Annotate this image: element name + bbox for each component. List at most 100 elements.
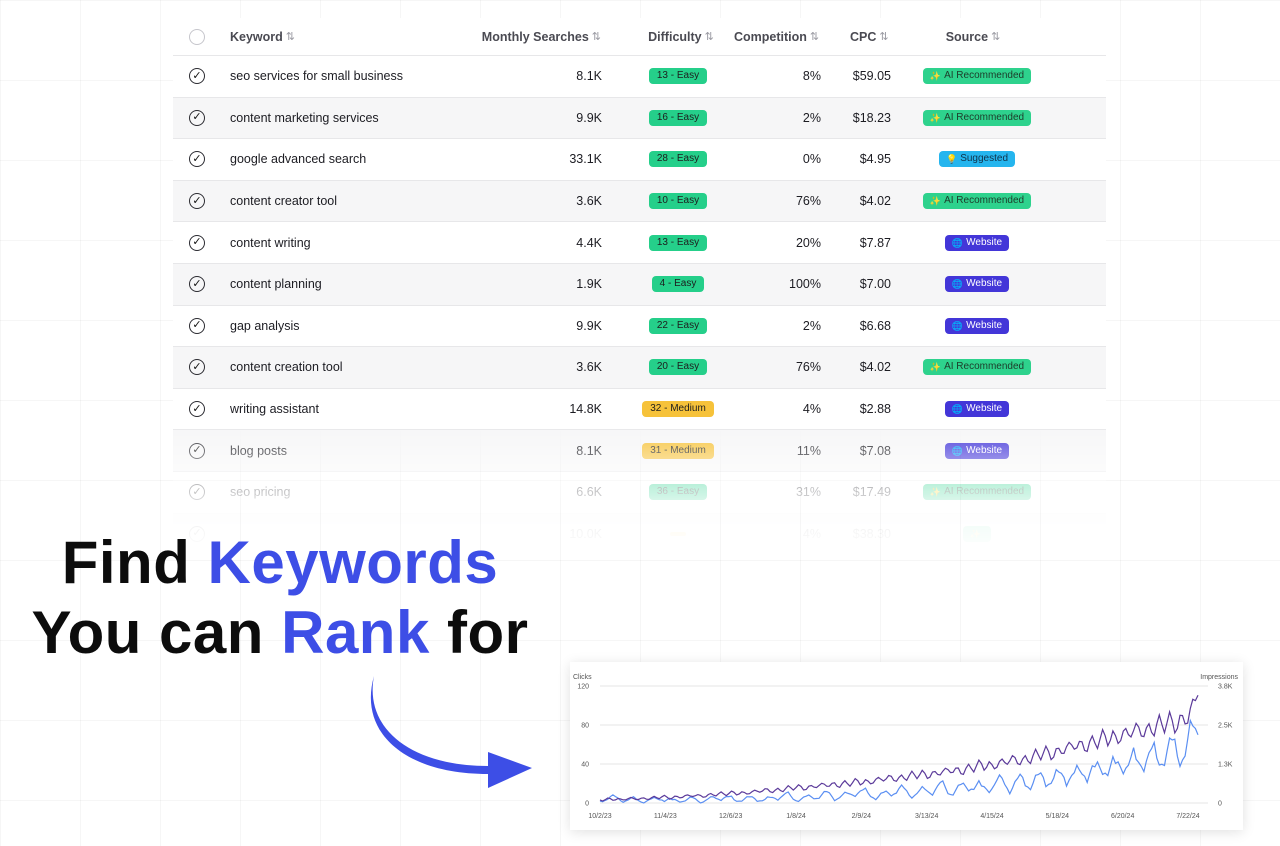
difficulty-badge: 20 - Easy xyxy=(648,359,708,376)
table-row[interactable]: ✓ seo services for small business 8.1K 13 -… xyxy=(173,56,1106,98)
monthly-searches-cell: 10.0K xyxy=(569,526,602,541)
source-badge: ✨ AI Recommended xyxy=(922,109,1032,126)
select-all-checkbox[interactable] xyxy=(189,28,205,45)
monthly-searches-cell: 3.6K xyxy=(576,194,602,209)
x-tick-label: 10/2/23 xyxy=(588,813,611,820)
difficulty-badge: 10 - Easy xyxy=(648,193,708,210)
source-badge: ✨ xyxy=(962,525,992,542)
keyword-cell: seo pricing xyxy=(230,485,291,500)
keyword-cell: content marketing services xyxy=(230,110,379,125)
globe-icon: 🌐 xyxy=(951,279,964,290)
table-row[interactable]: ✓ writing assistant 14.8K 32 - Medium 4% $2.8… xyxy=(173,389,1106,431)
difficulty-badge: 36 - Easy xyxy=(648,484,708,501)
x-tick-label: 7/22/24 xyxy=(1176,813,1199,820)
monthly-searches-cell: 1.9K xyxy=(576,277,602,292)
table-row[interactable]: ✓ content marketing services 9.9K 16 - Easy… xyxy=(173,97,1106,140)
row-checkbox[interactable]: ✓ xyxy=(189,151,205,168)
difficulty-badge: 4 - Easy xyxy=(651,276,705,293)
lightbulb-icon: 💡 xyxy=(945,154,958,165)
competition-cell: 76% xyxy=(795,360,821,375)
monthly-searches-cell: 8.1K xyxy=(576,443,602,458)
x-tick-label: 2/9/24 xyxy=(852,813,872,820)
keyword-cell: writing assistant xyxy=(230,402,319,417)
row-checkbox[interactable]: ✓ xyxy=(189,317,205,334)
left-axis-label: Clicks xyxy=(573,674,592,681)
x-tick-label: 1/8/24 xyxy=(786,813,806,820)
right-axis-label: Impressions xyxy=(1200,674,1238,681)
header-keyword[interactable]: Keyword ⇅ xyxy=(230,29,296,44)
x-tick-label: 5/18/24 xyxy=(1046,813,1069,820)
table-row[interactable]: ✓ 10.0K 4% $38.30 ✨ xyxy=(173,513,1106,556)
row-checkbox[interactable]: ✓ xyxy=(189,193,205,210)
row-checkbox[interactable]: ✓ xyxy=(189,109,205,126)
table-row[interactable]: ✓ content writing 4.4K 13 - Easy 20% $7.87 🌐 We… xyxy=(173,222,1106,264)
difficulty-badge: 13 - Easy xyxy=(648,234,708,251)
difficulty-badge xyxy=(670,531,686,536)
sparkles-icon: ✨ xyxy=(929,362,942,373)
left-tick-label: 120 xyxy=(577,684,589,691)
keyword-cell: blog posts xyxy=(230,443,287,458)
cpc-cell: $7.87 xyxy=(859,235,891,250)
left-tick-label: 40 xyxy=(581,762,589,769)
competition-cell: 8% xyxy=(802,69,821,84)
header-cpc[interactable]: CPC ⇅ xyxy=(850,29,889,44)
row-checkbox[interactable]: ✓ xyxy=(189,484,205,501)
sort-icon[interactable]: ⇅ xyxy=(879,31,889,43)
row-checkbox[interactable]: ✓ xyxy=(189,359,205,376)
header-competition[interactable]: Competition ⇅ xyxy=(734,29,820,44)
sort-icon[interactable]: ⇅ xyxy=(809,31,820,43)
header-monthly-searches[interactable]: Monthly Searches ⇅ xyxy=(481,29,601,44)
table-row[interactable]: ✓ content creator tool 3.6K 10 - Easy 76% $4.… xyxy=(173,180,1106,223)
cpc-cell: $6.68 xyxy=(859,318,891,333)
competition-cell: 100% xyxy=(789,277,821,292)
globe-icon: 🌐 xyxy=(951,445,964,456)
row-checkbox[interactable]: ✓ xyxy=(189,234,205,251)
header-difficulty[interactable]: Difficulty ⇅ xyxy=(648,29,714,44)
difficulty-badge: 32 - Medium xyxy=(642,401,714,418)
competition-cell: 2% xyxy=(802,318,821,333)
source-badge: 🌐 Website xyxy=(944,401,1010,418)
cpc-cell: $7.08 xyxy=(859,443,891,458)
left-tick-label: 80 xyxy=(581,723,589,730)
table-row[interactable]: ✓ seo pricing 6.6K 36 - Easy 31% $17.49 ✨ AI Re… xyxy=(173,472,1106,514)
header-source[interactable]: Source ⇅ xyxy=(945,29,1001,44)
sort-icon[interactable]: ⇅ xyxy=(704,31,714,43)
keyword-cell: content creation tool xyxy=(230,360,343,375)
competition-cell: 31% xyxy=(795,485,821,500)
row-checkbox[interactable]: ✓ xyxy=(189,401,205,418)
chart-svg: Clicks Impressions 0 40 80 120 0 1.3K 2.5K 3.8K 10… xyxy=(573,674,1239,820)
table-row[interactable]: ✓ google advanced search 33.1K 28 - Easy 0% $… xyxy=(173,139,1106,181)
source-badge: 🌐 Website xyxy=(944,234,1010,251)
source-badge: ✨ AI Recommended xyxy=(922,193,1032,210)
keyword-cell: google advanced search xyxy=(230,152,367,167)
right-tick-label: 2.5K xyxy=(1218,723,1233,730)
table-header: Keyword ⇅ Monthly Searches ⇅ Difficulty ⇅ C… xyxy=(173,18,1106,56)
row-checkbox[interactable]: ✓ xyxy=(189,442,205,459)
sparkles-icon: ✨ xyxy=(929,112,942,123)
headline: Find Keywords You can Rank for xyxy=(0,528,560,668)
source-badge: 🌐 Website xyxy=(944,442,1010,459)
keyword-cell: content writing xyxy=(230,235,311,250)
performance-chart: Clicks Impressions 0 40 80 120 0 1.3K 2.5K 3.8K 10… xyxy=(570,662,1243,830)
monthly-searches-cell: 9.9K xyxy=(576,110,602,125)
table-row[interactable]: ✓ content creation tool 3.6K 20 - Easy 76% $4… xyxy=(173,347,1106,389)
cpc-cell: $4.02 xyxy=(859,360,891,375)
cpc-cell: $4.02 xyxy=(859,194,891,209)
source-badge: 💡 Suggested xyxy=(938,151,1016,168)
competition-cell: 4% xyxy=(802,526,821,541)
sort-icon[interactable]: ⇅ xyxy=(991,31,1001,43)
competition-cell: 0% xyxy=(802,152,821,167)
table-row[interactable]: ✓ blog posts 8.1K 31 - Medium 11% $7.08 🌐 Websi… xyxy=(173,430,1106,472)
table-row[interactable]: ✓ content planning 1.9K 4 - Easy 100% $7.00 🌐 W… xyxy=(173,263,1106,306)
row-checkbox[interactable]: ✓ xyxy=(189,68,205,85)
cpc-cell: $59.05 xyxy=(852,69,891,84)
sort-icon[interactable]: ⇅ xyxy=(591,31,601,43)
difficulty-badge: 16 - Easy xyxy=(648,109,708,126)
competition-cell: 11% xyxy=(796,443,821,458)
table-row[interactable]: ✓ gap analysis 9.9K 22 - Easy 2% $6.68 🌐 Websit… xyxy=(173,306,1106,348)
row-checkbox[interactable]: ✓ xyxy=(189,525,205,542)
x-tick-label: 11/4/23 xyxy=(654,813,677,820)
row-checkbox[interactable]: ✓ xyxy=(189,276,205,293)
sort-icon[interactable]: ⇅ xyxy=(285,31,296,43)
headline-line-2: You can Rank for xyxy=(31,599,529,666)
